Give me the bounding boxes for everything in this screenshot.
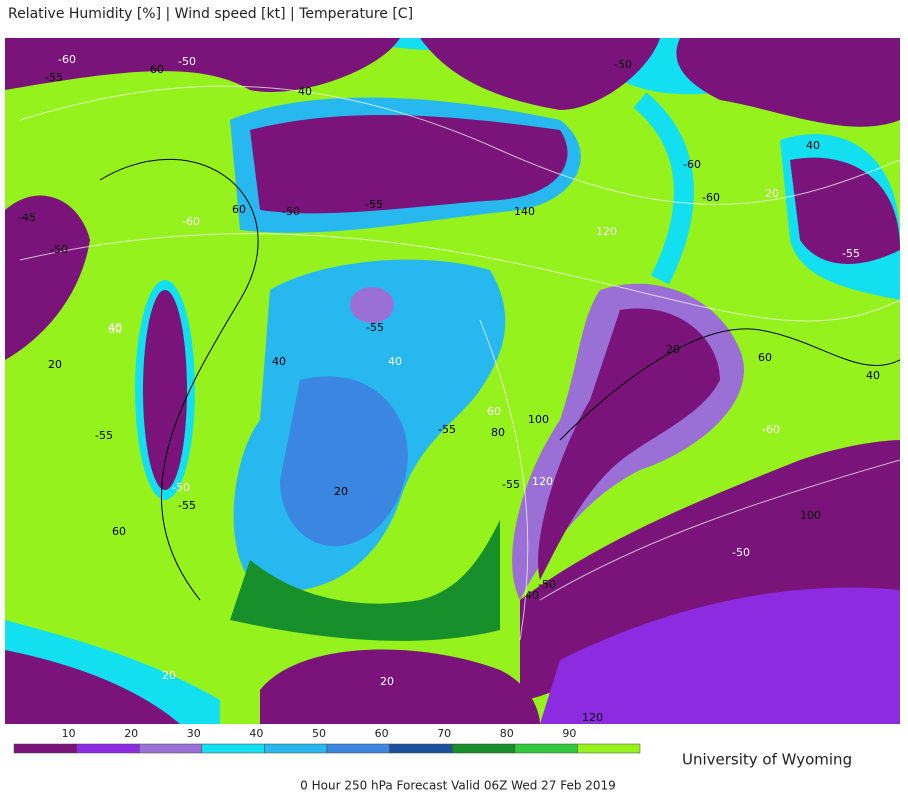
contour-label: -55 bbox=[45, 71, 63, 84]
colorbar-tick-label: 50 bbox=[312, 727, 326, 740]
contour-label: -60 bbox=[58, 53, 76, 66]
colorbar-swatch bbox=[326, 743, 390, 754]
contour-label: -50 bbox=[538, 578, 556, 591]
contour-label: 120 bbox=[532, 475, 553, 488]
contour-label: -60 bbox=[762, 423, 780, 436]
colorbar-tick-label: 90 bbox=[562, 727, 576, 740]
caption: 0 Hour 250 hPa Forecast Valid 06Z Wed 27… bbox=[300, 779, 616, 793]
colorbar-tick-label: 60 bbox=[375, 727, 389, 740]
contour-label: -55 bbox=[178, 499, 196, 512]
colorbar-swatch bbox=[451, 743, 516, 754]
contour-label: 60 bbox=[758, 351, 772, 364]
contour-label: 40 bbox=[108, 321, 122, 334]
contour-label: 100 bbox=[528, 413, 549, 426]
contour-label: -60 bbox=[702, 191, 720, 204]
credit: University of Wyoming bbox=[682, 751, 852, 769]
colorbar-swatch bbox=[389, 743, 453, 754]
colorbar-tick-label: 20 bbox=[124, 727, 138, 740]
colorbar-swatch bbox=[76, 743, 140, 754]
colorbar-swatch bbox=[201, 743, 265, 754]
colorbar-swatch bbox=[514, 743, 578, 754]
colorbar-swatch bbox=[264, 743, 328, 754]
contour-label: 40 bbox=[525, 589, 539, 602]
contour-label: 60 bbox=[112, 525, 126, 538]
contour-label: -60 bbox=[182, 215, 200, 228]
contour-label: 20 bbox=[48, 358, 62, 371]
contour-label: 20 bbox=[162, 669, 176, 682]
contour-label: 40 bbox=[806, 139, 820, 152]
contour-label: -55 bbox=[366, 321, 384, 334]
title: Relative Humidity [%] | Wind speed [kt] … bbox=[8, 6, 413, 22]
contour-label: 80 bbox=[491, 426, 505, 439]
contour-label: -50 bbox=[50, 243, 68, 256]
colorbar-swatch bbox=[138, 743, 203, 754]
map bbox=[5, 38, 900, 724]
contour-label: -55 bbox=[842, 247, 860, 260]
colorbar-tick-label: 70 bbox=[437, 727, 451, 740]
contour-label: 140 bbox=[514, 205, 535, 218]
contour-label: 20 bbox=[666, 343, 680, 356]
contour-label: -55 bbox=[365, 198, 383, 211]
colorbar-swatch bbox=[577, 743, 641, 754]
contour-label: -50 bbox=[172, 481, 190, 494]
contour-label: -55 bbox=[438, 423, 456, 436]
contour-label: 40 bbox=[298, 85, 312, 98]
contour-label: 120 bbox=[582, 711, 603, 724]
colorbar-tick-label: 40 bbox=[249, 727, 263, 740]
contour-label: -50 bbox=[732, 546, 750, 559]
contour-label: -50 bbox=[614, 58, 632, 71]
colorbar-tick-label: 10 bbox=[62, 727, 76, 740]
contour-label: -60 bbox=[683, 158, 701, 171]
contour-label: 40 bbox=[272, 355, 286, 368]
colorbar-tick-label: 30 bbox=[187, 727, 201, 740]
contour-label: 60 bbox=[232, 203, 246, 216]
contour-label: 60 bbox=[487, 405, 501, 418]
contour-label: 60 bbox=[150, 63, 164, 76]
colorbar-swatch bbox=[13, 743, 77, 754]
contour-label: 60 bbox=[108, 323, 122, 336]
contour-label: 40 bbox=[866, 369, 880, 382]
contour-label: 100 bbox=[800, 509, 821, 522]
contour-label: 120 bbox=[596, 225, 617, 238]
contour-label: -50 bbox=[282, 205, 300, 218]
contour-label: 40 bbox=[388, 355, 402, 368]
contour-label: -55 bbox=[502, 478, 520, 491]
colorbar-tick-label: 80 bbox=[500, 727, 514, 740]
contour-label: -45 bbox=[18, 211, 36, 224]
contour-label: 20 bbox=[380, 675, 394, 688]
contour-label: 20 bbox=[765, 187, 779, 200]
contour-label: -55 bbox=[95, 429, 113, 442]
contour-label: 20 bbox=[334, 485, 348, 498]
contour-label: -50 bbox=[178, 55, 196, 68]
